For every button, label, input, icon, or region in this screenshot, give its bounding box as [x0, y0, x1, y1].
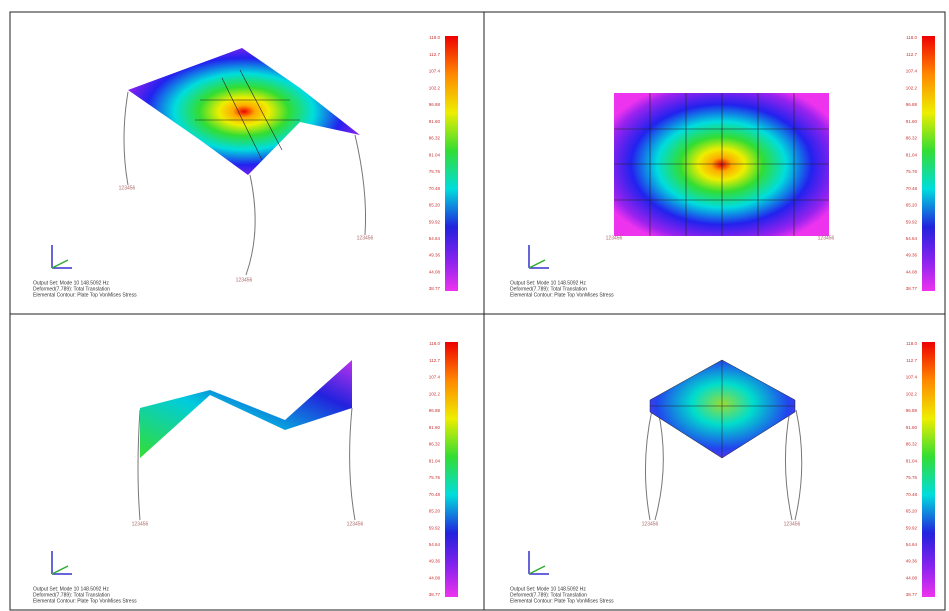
legend-label: 118.0 — [906, 341, 917, 346]
legend-label: 70.48 — [429, 492, 441, 497]
info-line: Elemental Contour: Plate Top VonMises St… — [33, 598, 137, 604]
legend-label: 75.76 — [429, 475, 441, 480]
legend-label: 54.64 — [429, 542, 441, 547]
legend-label: 44.08 — [429, 575, 441, 580]
node-label: 123456 — [119, 185, 136, 191]
legend-label: 102.2 — [429, 391, 441, 396]
info-line: Elemental Contour: Plate Top VonMises St… — [510, 292, 614, 298]
screenshot: 118.0 112.7 107.4 102.2 96.88 91.60 86.32 81.04… — [0, 0, 949, 611]
legend-label: 81.04 — [429, 458, 441, 463]
legend-label: 96.88 — [429, 408, 441, 413]
legend-label: 38.77 — [429, 286, 441, 291]
legend-label: 38.77 — [906, 286, 918, 291]
legend-label: 44.08 — [906, 269, 918, 274]
node-label: 123456 — [818, 235, 835, 241]
legend-label: 54.64 — [429, 236, 441, 241]
info-line: Elemental Contour: Plate Top VonMises St… — [33, 292, 137, 298]
legend-label: 70.48 — [906, 492, 918, 497]
legend-label: 86.32 — [906, 442, 918, 447]
node-label: 123456 — [357, 235, 374, 241]
legend-label: 38.77 — [906, 592, 918, 597]
legend-label: 65.20 — [429, 509, 441, 514]
legend-label: 91.60 — [906, 119, 918, 124]
legend-label: 70.48 — [906, 186, 918, 191]
legend-label: 86.32 — [429, 442, 441, 447]
color-bar — [445, 342, 458, 597]
legend-label: 107.4 — [906, 69, 918, 74]
legend-label: 59.92 — [429, 219, 441, 224]
color-bar — [922, 342, 935, 597]
plate — [614, 93, 829, 236]
legend-label: 102.2 — [429, 85, 441, 90]
node-label: 123456 — [236, 277, 253, 283]
legend-label: 75.76 — [429, 169, 441, 174]
legend-label: 96.88 — [906, 102, 918, 107]
legend-label: 107.4 — [906, 375, 918, 380]
legend-label: 91.60 — [906, 425, 918, 430]
legend-label: 112.7 — [429, 52, 440, 57]
legend-label: 91.60 — [429, 119, 441, 124]
legend-label: 102.2 — [906, 391, 918, 396]
legend-label: 44.08 — [429, 269, 441, 274]
legend-label: 118.0 — [429, 341, 440, 346]
legend-label: 118.0 — [906, 35, 917, 40]
legend-label: 86.32 — [429, 136, 441, 141]
legend-label: 49.36 — [429, 559, 441, 564]
node-label: 123456 — [784, 521, 801, 527]
legend-label: 44.08 — [906, 575, 918, 580]
legend-label: 49.36 — [429, 253, 441, 258]
legend-label: 81.04 — [429, 152, 441, 157]
node-label: 123456 — [606, 235, 623, 241]
legend-label: 107.4 — [429, 69, 441, 74]
legend-label: 49.36 — [906, 559, 918, 564]
legend-label: 112.7 — [429, 358, 440, 363]
info-line: Elemental Contour: Plate Top VonMises St… — [510, 598, 614, 604]
legend-label: 112.7 — [906, 52, 917, 57]
legend-label: 65.20 — [429, 203, 441, 208]
legend-label: 54.64 — [906, 542, 918, 547]
legend-label: 118.0 — [429, 35, 440, 40]
legend-label: 59.92 — [906, 525, 918, 530]
legend-label: 59.92 — [906, 219, 918, 224]
legend-label: 91.60 — [429, 425, 441, 430]
legend-label: 81.04 — [906, 458, 918, 463]
legend-label: 102.2 — [906, 85, 918, 90]
legend-label: 65.20 — [906, 509, 918, 514]
legend-label: 54.64 — [906, 236, 918, 241]
node-label: 123456 — [347, 521, 364, 527]
color-bar — [922, 36, 935, 291]
color-bar — [445, 36, 458, 291]
legend-label: 70.48 — [429, 186, 441, 191]
legend-label: 96.88 — [906, 408, 918, 413]
legend-label: 75.76 — [906, 169, 918, 174]
node-label: 123456 — [642, 521, 659, 527]
legend-label: 86.32 — [906, 136, 918, 141]
legend-label: 96.88 — [429, 102, 441, 107]
legend-label: 81.04 — [906, 152, 918, 157]
legend-label: 75.76 — [906, 475, 918, 480]
legend-label: 59.92 — [429, 525, 441, 530]
legend-label: 65.20 — [906, 203, 918, 208]
legend-label: 107.4 — [429, 375, 441, 380]
legend-label: 49.36 — [906, 253, 918, 258]
legend-label: 112.7 — [906, 358, 917, 363]
node-label: 123456 — [132, 521, 149, 527]
legend-label: 38.77 — [429, 592, 441, 597]
